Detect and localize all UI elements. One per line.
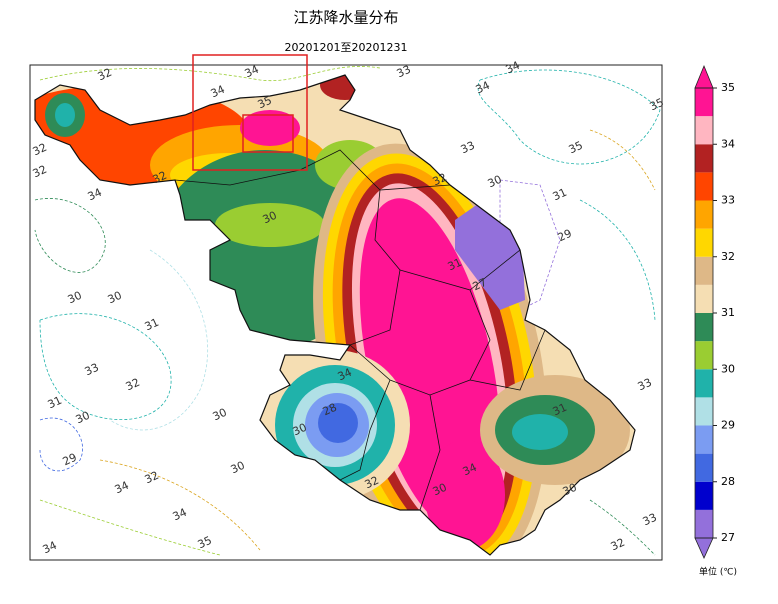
colorbar-unit: 单位 (℃): [699, 566, 737, 578]
contour-label: 35: [567, 139, 585, 157]
colorbar-tick-label: 32: [721, 250, 735, 263]
contour-label: 32: [609, 536, 627, 554]
contour-label: 34: [474, 79, 492, 97]
colorbar-segment: [695, 172, 713, 201]
contour-label: 31: [46, 394, 64, 412]
colorbar-segment: [695, 313, 713, 342]
contour-label: 34: [86, 186, 104, 204]
colorbar-extend-low: [694, 537, 714, 559]
contour-label: 33: [641, 511, 659, 529]
contour-label: 28: [321, 401, 339, 419]
contour-label: 30: [291, 421, 309, 439]
contour-label: 30: [229, 459, 247, 477]
highlight-box: [192, 54, 308, 171]
colorbar-tick-label: 30: [721, 362, 735, 375]
colorbar-tick-label: 27: [721, 531, 735, 544]
colorbar-segment: [695, 509, 713, 538]
contour-label: 33: [395, 63, 413, 81]
colorbar-segment: [695, 425, 713, 454]
contour-label: 27: [471, 276, 489, 294]
contour-label: 33: [636, 376, 654, 394]
colorbar-segment: [695, 481, 713, 510]
contour-label: 35: [196, 534, 214, 552]
colorbar-segment: [695, 88, 713, 117]
contour-label: 34: [41, 539, 59, 557]
contour-label: 30: [106, 289, 124, 307]
contour-label: 32: [96, 66, 114, 84]
colorbar-tick-label: 31: [721, 306, 735, 319]
contour-label: 34: [336, 366, 354, 384]
contour-label: 30: [486, 173, 504, 191]
colorbar-tick-label: 34: [721, 137, 735, 150]
contour-label: 29: [556, 227, 574, 245]
colorbar-segment: [695, 369, 713, 398]
colorbar-segment: [695, 116, 713, 145]
contour-label: 30: [211, 406, 229, 424]
contour-label: 31: [143, 316, 161, 334]
contour-label: 32: [31, 163, 49, 181]
colorbar-segment: [695, 397, 713, 426]
contour-label: 31: [551, 401, 569, 419]
contour-label: 30: [431, 481, 449, 499]
background-contours: [34, 66, 661, 556]
contour-label: 32: [124, 376, 142, 394]
contour-label: 29: [61, 451, 79, 469]
contour-label: 33: [459, 139, 477, 157]
contour-label: 34: [209, 83, 227, 101]
map-title: 江苏降水量分布: [293, 9, 398, 27]
colorbar-segment: [695, 453, 713, 482]
colorbar-tick-label: 28: [721, 475, 735, 488]
colorbar-segment: [695, 144, 713, 173]
contour-label: 34: [113, 479, 131, 497]
colorbar-extend-high: [694, 64, 714, 89]
colorbar-segment: [695, 200, 713, 229]
contour-label: 34: [461, 461, 479, 479]
map-subtitle: 20201201至20201231: [285, 41, 408, 54]
colorbar-tick-label: 35: [721, 81, 735, 94]
highlight-box: [242, 114, 294, 153]
contour-label: 32: [143, 469, 161, 487]
contour-label: 35: [256, 94, 274, 112]
contour-label: 30: [261, 209, 279, 227]
colorbar-segment: [695, 228, 713, 257]
contour-label: 34: [243, 63, 261, 81]
contour-label: 30: [74, 409, 92, 427]
colorbar-segment: [695, 284, 713, 313]
colorbar-tick-label: 33: [721, 194, 735, 207]
contour-label: 33: [83, 361, 101, 379]
colorbar-segment: [695, 256, 713, 285]
contour-label: 35: [648, 96, 666, 114]
contour-label: 34: [171, 506, 189, 524]
colorbar-segment: [695, 341, 713, 370]
contour-label: 34: [504, 59, 522, 77]
colorbar-tick-label: 29: [721, 419, 735, 432]
contour-label: 32: [363, 474, 381, 492]
contour-label: 32: [431, 171, 449, 189]
contour-label: 31: [446, 256, 464, 274]
contour-label: 31: [551, 186, 569, 204]
contour-label: 30: [66, 289, 84, 307]
contour-label: 32: [31, 141, 49, 159]
contour-label: 30: [561, 481, 579, 499]
admin-boundaries: [34, 74, 636, 556]
contour-label: 32: [151, 169, 169, 187]
